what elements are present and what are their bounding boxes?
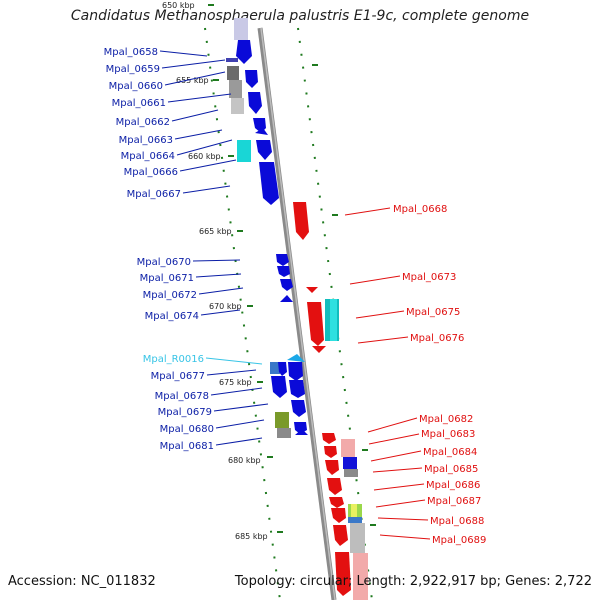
label-mpal-0658[interactable]: Mpal_0658 (104, 47, 158, 58)
gene-0687 (329, 497, 344, 508)
label-mpal-0668[interactable]: Mpal_0668 (393, 204, 447, 215)
label-mpal-0660[interactable]: Mpal_0660 (109, 81, 163, 92)
label-mpal-0682[interactable]: Mpal_0682 (419, 414, 473, 425)
label-mpal-0687[interactable]: Mpal_0687 (427, 496, 481, 507)
label-mpal-0673[interactable]: Mpal_0673 (402, 272, 456, 283)
gene-0678 (288, 362, 303, 381)
gene-0664 (237, 140, 251, 162)
gene-0659 (226, 58, 238, 62)
label-mpal-0686[interactable]: Mpal_0686 (426, 480, 480, 491)
label-mpal-0675[interactable]: Mpal_0675 (406, 307, 460, 318)
label-mpal-0667[interactable]: Mpal_0667 (127, 189, 181, 200)
gene-0672 (280, 279, 293, 291)
svg-text:660 kbp: 660 kbp (188, 152, 221, 161)
gene-0668 (293, 202, 309, 240)
gene-0670 (276, 254, 289, 266)
gene-0686 (327, 478, 342, 495)
label-mpal-0679[interactable]: Mpal_0679 (158, 407, 212, 418)
gene-0666 (256, 140, 272, 160)
label-mpal-0681[interactable]: Mpal_0681 (160, 441, 214, 452)
label-mpal-0672[interactable]: Mpal_0672 (143, 290, 197, 301)
gene-0660 (227, 66, 239, 80)
label-mpal-0663[interactable]: Mpal_0663 (119, 135, 173, 146)
right-leaders (344, 207, 431, 540)
gene-0689 (350, 523, 365, 553)
right-strand-genes (293, 202, 368, 600)
gene-0679 (271, 376, 287, 398)
label-mpal-0680[interactable]: Mpal_0680 (160, 424, 214, 435)
gene-0661 (245, 70, 258, 88)
label-mpal-r0016[interactable]: Mpal_R0016 (143, 354, 204, 365)
label-mpal-0671[interactable]: Mpal_0671 (140, 273, 194, 284)
guide-tracks (204, 27, 373, 600)
svg-text:655 kbp: 655 kbp (176, 76, 209, 85)
gene-0683 (341, 439, 355, 457)
gene-0673 (306, 287, 318, 293)
gene-0685 (325, 460, 339, 475)
svg-text:685 kbp: 685 kbp (235, 532, 268, 541)
kbp-labels: 650 kbp 655 kbp 660 kbp 665 kbp 670 kbp … (162, 1, 268, 541)
genome-backbone (257, 27, 337, 600)
gene-0675 (307, 302, 324, 346)
label-mpal-0662[interactable]: Mpal_0662 (116, 117, 170, 128)
gene-0658 (236, 40, 252, 64)
label-mpal-0685[interactable]: Mpal_0685 (424, 464, 478, 475)
svg-text:680 kbp: 680 kbp (228, 456, 261, 465)
label-mpal-0659[interactable]: Mpal_0659 (106, 64, 160, 75)
label-mpal-0678[interactable]: Mpal_0678 (155, 391, 209, 402)
gene-R0016 (270, 362, 280, 374)
label-mpal-0670[interactable]: Mpal_0670 (137, 257, 191, 268)
label-mpal-0676[interactable]: Mpal_0676 (410, 333, 464, 344)
gene-0667 (259, 162, 279, 205)
kbp-ticks (208, 4, 376, 533)
map-title: Candidatus Methanosphaerula palustris E1… (70, 8, 530, 24)
gene-0684 (343, 457, 357, 469)
label-mpal-0674[interactable]: Mpal_0674 (145, 311, 199, 322)
svg-text:670 kbp: 670 kbp (209, 302, 242, 311)
svg-text:665 kbp: 665 kbp (199, 227, 232, 236)
gene-0662 (248, 92, 262, 114)
label-mpal-0688[interactable]: Mpal_0688 (430, 516, 484, 527)
label-mpal-0689[interactable]: Mpal_0689 (432, 535, 486, 546)
gene-0680 (275, 412, 289, 428)
label-mpal-0666[interactable]: Mpal_0666 (124, 167, 178, 178)
left-strand-genes (226, 18, 308, 438)
gene-0682 (322, 433, 336, 444)
label-mpal-0677[interactable]: Mpal_0677 (151, 371, 205, 382)
label-mpal-0684[interactable]: Mpal_0684 (423, 447, 477, 458)
gene-0677 (278, 362, 287, 376)
accession-text: Accession: NC_011832 (8, 574, 156, 589)
topology-text: Topology: circular; Length: 2,922,917 bp… (234, 574, 592, 589)
svg-text:650 kbp: 650 kbp (162, 1, 195, 10)
gene-0671 (277, 266, 290, 277)
label-mpal-0661[interactable]: Mpal_0661 (112, 98, 166, 109)
label-mpal-0664[interactable]: Mpal_0664 (121, 151, 175, 162)
gene-0674 (280, 295, 293, 302)
svg-text:675 kbp: 675 kbp (219, 378, 252, 387)
left-leaders (159, 50, 269, 446)
label-mpal-0683[interactable]: Mpal_0683 (421, 429, 475, 440)
